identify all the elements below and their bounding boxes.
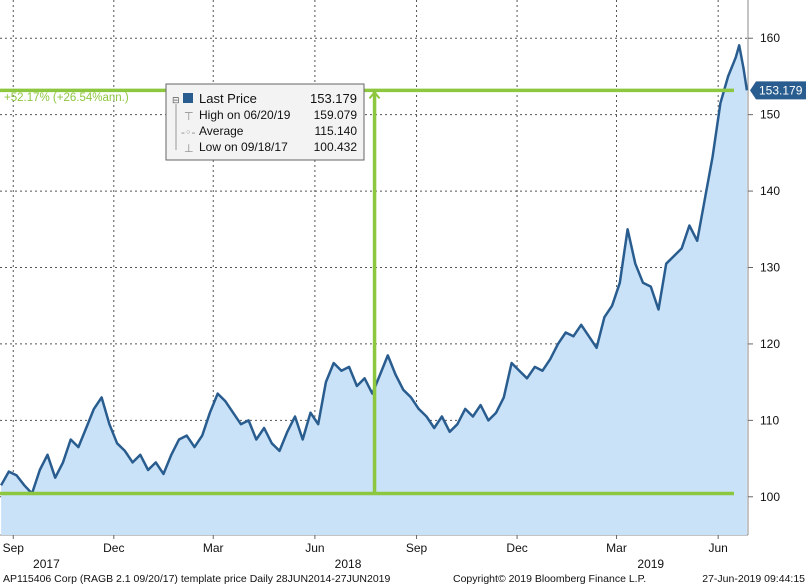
average-marker-icon: -◦- xyxy=(181,126,195,139)
last-price-badge: 153.179 xyxy=(750,81,806,100)
x-tick-label: Dec xyxy=(506,541,527,555)
legend-item-low-value: 100.432 xyxy=(314,140,358,154)
legend-expand-icon: ⊟ xyxy=(172,96,180,106)
legend-item-low-label: Low on 09/18/17 xyxy=(199,140,288,154)
legend-item-last-price-value: 153.179 xyxy=(310,91,357,106)
x-tick-label: Sep xyxy=(3,541,25,555)
performance-label: +52.17% (+26.54%ann.) xyxy=(4,92,129,104)
footer-copyright: Copyright© 2019 Bloomberg Finance L.P. xyxy=(453,573,646,585)
legend-background xyxy=(165,83,365,161)
last-price-badge-label: 153.179 xyxy=(759,83,803,97)
y-tick-label: 120 xyxy=(760,337,780,351)
x-tick-label: Dec xyxy=(103,541,124,555)
high-marker-icon: ⊤ xyxy=(184,110,194,123)
y-tick-label: 100 xyxy=(760,490,780,504)
y-tick-label: 130 xyxy=(760,261,780,275)
x-tick-label: Jun xyxy=(708,541,727,555)
legend-item-high-value: 159.079 xyxy=(314,108,358,122)
x-tick-label: Sep xyxy=(406,541,428,555)
x-tick-label: Mar xyxy=(606,541,627,555)
legend-item-last-price-label: Last Price xyxy=(199,91,257,106)
y-tick-label: 150 xyxy=(760,108,780,122)
y-tick-label: 160 xyxy=(760,31,780,45)
y-axis-ticks: 100 110 120 130 140 150 160 xyxy=(748,31,780,504)
last-price-badge-shape xyxy=(750,81,806,100)
x-year-label: 2017 xyxy=(33,557,60,571)
y-tick-label: 110 xyxy=(760,413,779,427)
marker-arrow-icon xyxy=(368,90,381,99)
y-tick-label: 140 xyxy=(760,184,780,198)
low-marker-icon: ⊥ xyxy=(184,142,194,155)
x-tick-label: Mar xyxy=(203,541,224,555)
last-price-square-icon xyxy=(183,93,193,103)
legend-item-average-value: 115.140 xyxy=(315,124,358,138)
marker-lines xyxy=(0,88,734,496)
x-tick-label: Jun xyxy=(305,541,324,555)
footer-source: AP115406 Corp (RAGB 2.1 09/20/17) templa… xyxy=(3,573,391,585)
x-year-label: 2019 xyxy=(637,557,664,571)
legend-box: ⊟ ⊤ -◦- ⊥ Last Price 153.179 High on 06/… xyxy=(165,83,365,161)
x-year-label: 2018 xyxy=(335,557,362,571)
price-area-fill xyxy=(1,45,747,536)
legend-item-average-label: Average xyxy=(199,124,244,138)
price-series-line xyxy=(0,44,749,495)
footer-timestamp: 27-Jun-2019 09:44:15 xyxy=(702,573,805,585)
x-axis-ticks: Sep Dec Mar Jun Sep Dec Mar Jun 2017 2018 2019 xyxy=(3,535,728,571)
legend-item-high-label: High on 06/20/19 xyxy=(199,108,291,122)
